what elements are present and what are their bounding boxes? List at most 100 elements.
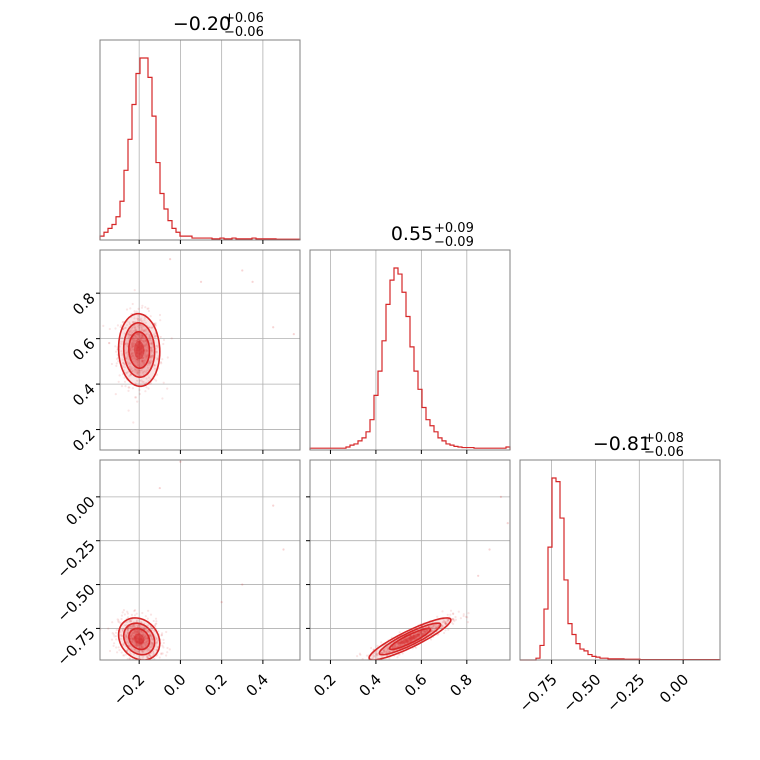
sample-point [137,363,140,367]
sample-point [126,636,129,639]
sample-point [380,651,383,654]
sample-point [450,621,453,624]
sample-point [126,628,129,631]
sample-point [398,641,401,644]
sample-point [143,330,146,333]
sample-point [135,644,138,647]
sample-point [147,379,150,383]
sample-point [144,633,147,636]
histogram-panel-bg [310,250,510,450]
sample-point [150,625,153,629]
sample-point [151,641,154,644]
sample-point [135,370,138,373]
sample-point [444,621,447,624]
sample-point [130,351,133,355]
sample-point [452,618,455,621]
sample-point [129,620,133,623]
sample-point [129,329,132,332]
sample-point [160,633,163,637]
sample-point [454,615,457,619]
sample-point [151,642,154,645]
sample-point [132,321,135,324]
sample-point [435,625,438,629]
sample-point [372,656,375,659]
sample-point [138,359,141,362]
sample-point [120,324,123,327]
sample-point [126,371,129,374]
sample-point [376,654,379,657]
sample-point [123,363,126,366]
sample-point [149,335,152,338]
sample-point [137,374,140,377]
sample-point [123,332,126,335]
sample-point [119,637,122,641]
sample-point [137,630,140,633]
sample-point [459,617,462,620]
sample-point [391,646,394,649]
sample-point [132,421,135,424]
sample-point [382,649,386,652]
sample-point [131,641,134,644]
sample-point [148,654,151,657]
sample-point [124,326,127,329]
sample-point [137,650,140,654]
sample-point [115,638,118,641]
sample-point [117,646,120,649]
sample-point [136,338,139,341]
sample-point [140,335,143,338]
contours [117,617,161,660]
sample-point [122,654,125,657]
sample-point [136,619,139,622]
sample-point [116,618,119,621]
sample-point [129,373,132,376]
sample-point [129,627,132,630]
sample-point [145,629,148,632]
sample-point [148,362,151,365]
sample-point [146,649,149,652]
sample-point [130,635,133,638]
sample-point [126,355,129,358]
sample-point [499,495,503,498]
sample-point [150,348,153,351]
sample-point [123,366,126,369]
sample-point [154,617,158,620]
sample-point [131,345,134,348]
sample-point [128,334,131,338]
sample-point [445,620,448,623]
sample-point [435,626,438,630]
sample-point [151,350,154,353]
contour-level [134,633,145,645]
sample-point [454,618,457,621]
sample-point [146,624,149,627]
sample-point [356,655,359,658]
sample-point [162,381,165,384]
sample-point [138,649,141,653]
sample-point [135,612,138,615]
sample-point [145,640,148,643]
sample-point [419,631,423,634]
sample-point [122,643,125,647]
sample-point [148,360,151,363]
sample-point [133,626,136,629]
sample-point [133,369,136,372]
sample-point [133,609,136,613]
sample-point [452,617,455,621]
sample-point [129,347,132,351]
sample-point [148,339,151,342]
sample-point [130,619,133,623]
sample-point [141,643,144,647]
sample-point [146,639,149,642]
sample-point [137,323,141,327]
sample-point [165,630,168,634]
sample-point [143,359,146,362]
sample-point [420,630,423,633]
sample-point [133,629,136,632]
sample-point [142,370,145,373]
sample-point [136,333,139,336]
sample-point [125,621,129,624]
sample-point [128,620,131,623]
sample-point [130,626,133,629]
sample-point [136,628,140,632]
sample-point [375,652,378,655]
